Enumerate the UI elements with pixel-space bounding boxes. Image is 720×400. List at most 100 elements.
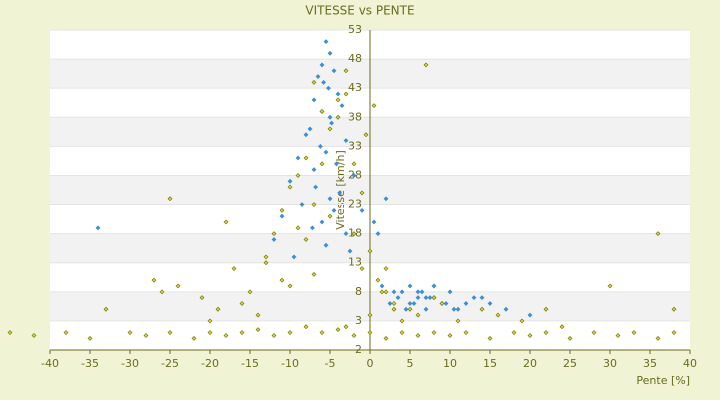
point — [239, 301, 245, 306]
point — [295, 225, 301, 231]
point — [471, 295, 477, 301]
point — [311, 79, 317, 85]
point — [199, 295, 205, 301]
point — [327, 114, 333, 120]
point — [371, 103, 377, 109]
x-tick-label: -35 — [81, 357, 99, 370]
point — [375, 277, 381, 283]
point — [395, 295, 401, 301]
y-tick-label: 38 — [348, 110, 362, 123]
x-tick-label: -10 — [281, 357, 299, 370]
point — [207, 330, 213, 335]
point — [167, 330, 173, 335]
point — [363, 132, 369, 138]
point — [223, 333, 229, 338]
point — [375, 231, 381, 237]
point — [291, 254, 297, 260]
point — [303, 132, 309, 138]
point — [311, 167, 317, 173]
point — [423, 295, 429, 301]
y-tick-label: 33 — [348, 139, 362, 152]
point — [379, 289, 385, 295]
x-tick-label: 0 — [367, 357, 374, 370]
point — [263, 260, 269, 266]
point — [431, 330, 437, 335]
point — [391, 301, 397, 306]
point — [323, 149, 329, 155]
point — [351, 161, 357, 167]
point — [63, 330, 69, 335]
point — [615, 333, 621, 338]
point — [321, 79, 327, 85]
point — [313, 184, 319, 190]
point — [411, 301, 417, 306]
point — [287, 283, 293, 289]
point — [271, 231, 277, 237]
point — [231, 266, 237, 271]
x-tick-label: -40 — [41, 357, 59, 370]
point — [31, 333, 37, 338]
point — [631, 330, 637, 335]
point — [143, 333, 149, 338]
point — [559, 324, 565, 330]
point — [207, 318, 213, 324]
point — [191, 335, 197, 341]
point — [591, 330, 597, 335]
point — [479, 295, 485, 301]
point — [335, 91, 341, 97]
point — [351, 173, 357, 178]
point — [319, 330, 325, 335]
point — [351, 333, 357, 338]
point — [399, 330, 405, 335]
y-tick-label: 8 — [355, 285, 362, 298]
point — [335, 97, 341, 103]
point — [325, 85, 331, 91]
x-axis-label: Pente [%] — [636, 374, 690, 387]
point — [287, 184, 293, 190]
point — [303, 237, 309, 242]
point — [159, 289, 165, 295]
point — [271, 237, 277, 242]
point — [367, 330, 373, 335]
point — [543, 306, 549, 312]
point — [495, 312, 501, 318]
point — [423, 306, 429, 312]
point — [447, 289, 453, 295]
point — [309, 225, 315, 231]
point — [343, 231, 349, 237]
point — [487, 335, 493, 341]
point — [455, 318, 461, 324]
point — [463, 301, 469, 306]
point — [391, 306, 397, 312]
point — [415, 289, 421, 295]
point — [327, 213, 333, 219]
point — [303, 155, 309, 161]
point — [319, 161, 325, 167]
point — [443, 301, 449, 306]
point — [87, 335, 93, 341]
point — [263, 254, 269, 260]
point — [151, 277, 157, 283]
point — [387, 301, 393, 306]
point — [415, 312, 421, 318]
point — [407, 301, 413, 306]
point — [427, 295, 433, 301]
point — [455, 306, 461, 312]
point — [431, 295, 437, 301]
point — [399, 289, 405, 295]
point — [299, 202, 305, 207]
point — [323, 39, 329, 45]
point — [279, 213, 285, 219]
point — [343, 68, 349, 74]
point — [347, 248, 353, 254]
x-tick-label: 20 — [523, 357, 537, 370]
point — [379, 283, 385, 289]
point — [367, 312, 373, 318]
point — [319, 219, 325, 225]
point — [359, 207, 365, 213]
point — [175, 283, 181, 289]
point — [167, 196, 173, 202]
point — [567, 335, 573, 341]
point — [311, 271, 317, 277]
x-tick-label: 35 — [643, 357, 657, 370]
